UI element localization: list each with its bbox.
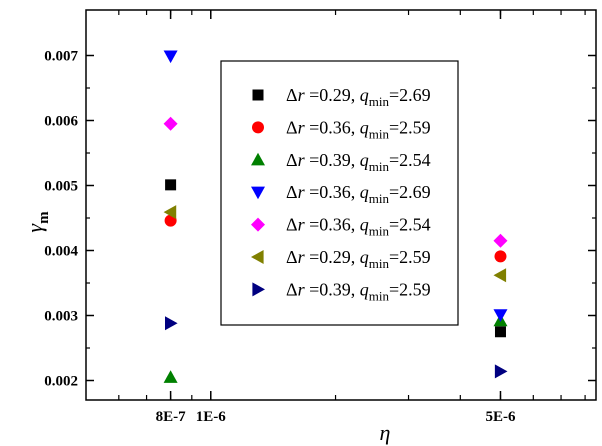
legend-entry-label: Δr =0.36, qmin=2.69 — [286, 182, 431, 206]
data-point-triangle-right — [165, 316, 178, 331]
legend-marker-triangle-left — [251, 250, 264, 264]
legend-entry-label: Δr =0.36, qmin=2.54 — [286, 215, 431, 239]
legend-marker-square — [252, 89, 264, 101]
legend-entry-label: Δr =0.39, qmin=2.59 — [286, 279, 431, 303]
legend-entry-label: Δr =0.36, qmin=2.59 — [286, 117, 431, 141]
data-point-triangle-down — [493, 309, 508, 322]
legend-marker-triangle-up — [251, 152, 265, 166]
legend-marker-diamond — [251, 217, 265, 232]
legend-entry-label: Δr =0.29, qmin=2.69 — [286, 85, 431, 109]
legend-entry-label: Δr =0.29, qmin=2.59 — [286, 247, 431, 271]
legend: Δr =0.29, qmin=2.69 Δr =0.36, qmin=2.59 Δr… — [220, 60, 459, 326]
data-layer — [163, 50, 508, 383]
y-tick-label: 0.005 — [44, 179, 78, 195]
y-tick-label: 0.007 — [44, 49, 78, 65]
data-point-triangle-up — [163, 370, 178, 383]
x-axis-title: η — [380, 420, 391, 445]
legend-entry-label: Δr =0.39, qmin=2.54 — [286, 150, 431, 174]
y-tick-label: 0.004 — [44, 244, 78, 260]
data-point-diamond — [163, 116, 178, 131]
x-tick-label: 8E-7 — [156, 409, 187, 425]
y-tick-label: 0.006 — [44, 114, 78, 130]
legend-marker-triangle-right — [252, 282, 265, 297]
y-tick-label: 0.002 — [44, 374, 78, 390]
data-point-triangle-down — [163, 50, 178, 64]
data-point-circle — [494, 250, 507, 263]
plot-frame — [85, 9, 597, 401]
y-axis-title: γm — [22, 211, 52, 233]
axes: 0.002 0.003 0.004 0.005 0.006 0.007 8E-7 1E-6 5E… — [22, 9, 597, 445]
data-point-square — [494, 326, 506, 338]
data-point-triangle-right — [494, 364, 508, 379]
data-point-triangle-left — [163, 205, 177, 220]
legend-marker-circle — [252, 121, 264, 134]
y-tick-label: 0.003 — [44, 309, 78, 325]
data-point-diamond — [493, 233, 508, 248]
x-tick-label: 1E-6 — [196, 409, 227, 425]
data-point-square — [165, 179, 177, 191]
x-tick-label: 5E-6 — [485, 409, 516, 425]
legend-marker-triangle-down — [251, 186, 265, 200]
data-point-triangle-left — [493, 268, 507, 283]
